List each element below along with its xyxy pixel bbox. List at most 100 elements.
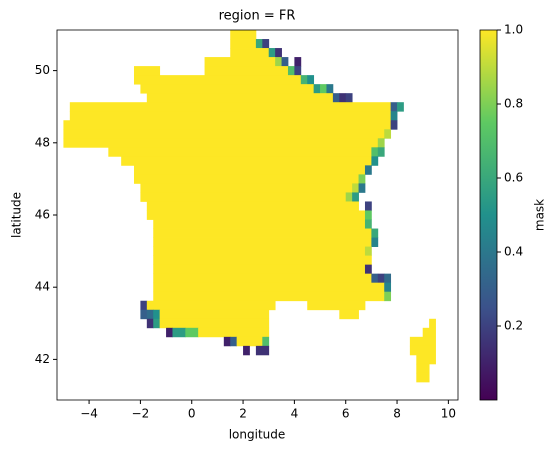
mask-cell bbox=[185, 327, 199, 338]
mask-cell bbox=[371, 273, 379, 284]
mask-cell bbox=[140, 183, 353, 193]
mask-cell bbox=[153, 264, 366, 275]
mask-cell bbox=[108, 147, 372, 157]
mask-cell bbox=[262, 336, 270, 347]
mask-cell bbox=[352, 192, 359, 202]
mask-cell bbox=[371, 156, 379, 166]
mask-cell bbox=[140, 300, 148, 311]
mask-cell bbox=[390, 120, 398, 130]
x-tick-label: 0 bbox=[188, 407, 196, 421]
mask-cell bbox=[364, 219, 372, 229]
mask-cell bbox=[133, 165, 366, 175]
y-tick-label: 48 bbox=[35, 135, 50, 149]
mask-cell bbox=[364, 264, 372, 275]
mask-cell bbox=[281, 57, 289, 67]
mask-cell bbox=[146, 93, 334, 103]
mask-cell bbox=[397, 102, 404, 112]
mask-cell bbox=[268, 48, 276, 58]
mask-cell bbox=[384, 129, 392, 139]
mask-cell bbox=[121, 156, 372, 166]
mask-cell bbox=[204, 57, 276, 67]
x-tick-label: −4 bbox=[80, 407, 98, 421]
mask-cell bbox=[358, 174, 366, 184]
mask-cell bbox=[133, 75, 302, 85]
mask-cell bbox=[133, 174, 359, 184]
mask-cell bbox=[364, 201, 372, 211]
mask-cell bbox=[313, 84, 321, 94]
mask-cell bbox=[243, 345, 250, 356]
mask-cell bbox=[133, 66, 161, 76]
chart-title: region = FR bbox=[219, 9, 296, 24]
colorbar-tick-label: 0.4 bbox=[504, 245, 523, 259]
mask-cell bbox=[326, 84, 334, 94]
mask-cell bbox=[146, 318, 154, 329]
mask-cell bbox=[153, 291, 385, 302]
x-tick-label: 2 bbox=[239, 407, 247, 421]
mask-cell bbox=[371, 237, 379, 247]
mask-cell bbox=[159, 318, 270, 329]
mask-cell bbox=[371, 228, 379, 238]
colorbar-tick-label: 0.6 bbox=[504, 171, 523, 185]
mask-cell bbox=[153, 255, 372, 266]
mask-cell bbox=[153, 246, 366, 257]
mask-cell bbox=[262, 39, 270, 49]
mask-cell bbox=[307, 75, 315, 85]
mask-cell bbox=[230, 336, 238, 347]
x-tick-label: 8 bbox=[393, 407, 401, 421]
mask-cell bbox=[140, 84, 315, 94]
y-tick-label: 50 bbox=[35, 63, 50, 77]
mask-cell bbox=[146, 210, 366, 220]
colorbar bbox=[479, 29, 498, 401]
y-tick-label: 44 bbox=[35, 280, 50, 294]
mask-cell bbox=[140, 192, 347, 202]
mask-cell bbox=[377, 147, 385, 157]
mask-cell bbox=[416, 363, 430, 374]
mask-cell bbox=[294, 57, 302, 67]
mask-cell bbox=[198, 327, 270, 338]
mask-cell bbox=[390, 111, 398, 121]
mask-cell bbox=[153, 318, 161, 329]
mask-cell bbox=[166, 327, 173, 338]
mask-cell bbox=[172, 327, 186, 338]
mask-cell bbox=[63, 120, 392, 130]
mask-cell bbox=[159, 309, 270, 320]
mask-cell bbox=[146, 309, 154, 320]
mask-cell bbox=[146, 300, 276, 311]
mask-cell bbox=[416, 372, 430, 383]
mask-cell bbox=[236, 336, 263, 347]
mask-cell bbox=[153, 219, 366, 229]
mask-cell bbox=[255, 345, 270, 356]
mask-cell bbox=[69, 102, 392, 112]
mask-cell bbox=[69, 111, 392, 121]
mask-cell bbox=[339, 93, 347, 103]
x-tick-label: 10 bbox=[441, 407, 456, 421]
mask-cell bbox=[371, 147, 379, 157]
mask-cell bbox=[223, 336, 231, 347]
mask-cell bbox=[422, 327, 436, 338]
mask-cell bbox=[153, 237, 372, 247]
mask-cell bbox=[409, 345, 436, 356]
mask-cell bbox=[153, 228, 372, 238]
mask-cell bbox=[153, 273, 372, 284]
mask-cell bbox=[153, 282, 385, 293]
mask-cell bbox=[352, 183, 359, 193]
mask-cell bbox=[345, 93, 353, 103]
mask-cell bbox=[140, 309, 148, 320]
mask-cell bbox=[300, 75, 308, 85]
x-tick-label: 6 bbox=[342, 407, 350, 421]
mask-cell bbox=[364, 246, 372, 257]
mask-cell bbox=[153, 309, 161, 320]
colorbar-tick-label: 1.0 bbox=[504, 23, 523, 37]
mask-cell bbox=[339, 309, 359, 320]
mask-cell bbox=[377, 138, 385, 148]
mask-cell bbox=[255, 39, 263, 49]
mask-cell bbox=[364, 210, 372, 220]
mask-cell bbox=[390, 102, 398, 112]
mask-cell bbox=[63, 129, 385, 139]
mask-cell bbox=[204, 66, 289, 76]
mask-cell bbox=[146, 201, 359, 211]
colorbar-label: mask bbox=[533, 199, 547, 231]
y-tick-label: 46 bbox=[35, 208, 50, 222]
x-tick-label: −2 bbox=[132, 407, 150, 421]
